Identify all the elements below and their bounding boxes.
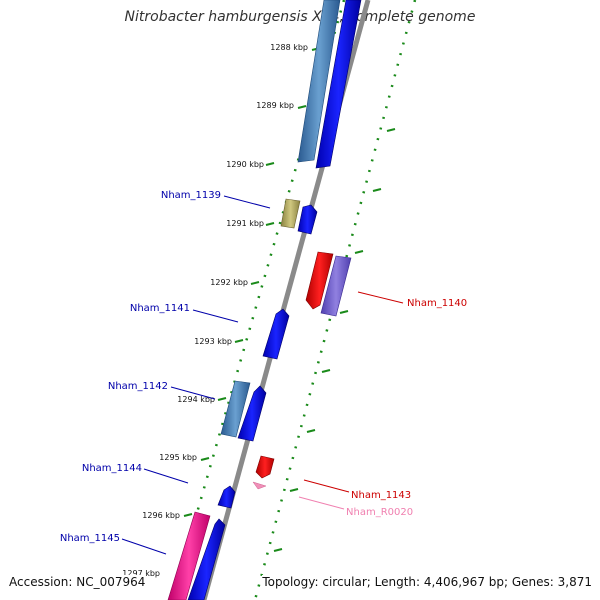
accession-text: Accession: NC_007964: [9, 575, 146, 589]
gene-label-nham-1144[interactable]: Nham_1144: [82, 463, 142, 474]
tick-mark: [306, 429, 316, 433]
gene-label-nham-1143[interactable]: Nham_1143: [351, 490, 411, 501]
leader-line: [357, 291, 404, 304]
feature-cds-forward[interactable]: [217, 485, 236, 509]
gene-label-nham-1140[interactable]: Nham_1140: [407, 298, 467, 309]
leader-line: [143, 468, 189, 484]
feature-cds-forward[interactable]: [297, 204, 318, 235]
leader-line: [170, 386, 216, 400]
ruler-ticks: 1288 kbp 1289 kbp 1290 kbp 1291 kbp 1292…: [122, 43, 396, 578]
tick-mark: [265, 162, 275, 166]
tick-mark: [250, 281, 260, 285]
map-title: Nitrobacter hamburgensis X14, complete g…: [124, 9, 476, 25]
feature-purple[interactable]: [320, 255, 352, 317]
tick-label: 1296 kbp: [142, 511, 180, 520]
gene-label-nham-1139[interactable]: Nham_1139: [161, 190, 221, 201]
gene-label-nham-1141[interactable]: Nham_1141: [130, 303, 190, 314]
feature-steelblue[interactable]: [220, 380, 251, 438]
tick-mark: [372, 188, 382, 192]
tick-label: 1295 kbp: [159, 453, 197, 462]
feature-rna[interactable]: [252, 481, 267, 490]
features: [167, 0, 362, 600]
outer-tick-track: [253, 0, 417, 600]
leader-line: [223, 195, 271, 209]
tick-mark: [354, 250, 364, 254]
tick-mark: [200, 457, 210, 461]
leader-line: [121, 538, 167, 555]
tick-mark: [234, 339, 244, 343]
feature-cds-forward[interactable]: [237, 385, 267, 442]
tick-mark: [339, 310, 349, 314]
tick-label: 1294 kbp: [177, 395, 215, 404]
tick-mark: [321, 369, 331, 373]
gene-label-nham-1145[interactable]: Nham_1145: [60, 533, 120, 544]
gene-label-nham-r0020[interactable]: Nham_R0020: [346, 507, 413, 518]
tick-label: 1291 kbp: [226, 219, 264, 228]
tick-mark: [289, 488, 299, 492]
tick-mark: [386, 128, 396, 132]
leader-line: [298, 496, 345, 510]
feature-magenta[interactable]: [167, 511, 211, 600]
tick-mark: [273, 548, 283, 552]
tick-label: 1293 kbp: [194, 337, 232, 346]
tick-mark: [183, 513, 193, 517]
tick-mark: [297, 105, 307, 109]
gene-label-nham-1142[interactable]: Nham_1142: [108, 381, 168, 392]
tick-label: 1290 kbp: [226, 160, 264, 169]
tick-label: 1288 kbp: [270, 43, 308, 52]
tick-label: 1289 kbp: [256, 101, 294, 110]
feature-cds-forward[interactable]: [187, 518, 226, 600]
tick-label: 1297 kbp: [122, 569, 160, 578]
feature-olive[interactable]: [280, 198, 301, 229]
tick-mark: [265, 222, 275, 226]
feature-cds-forward[interactable]: [262, 308, 290, 360]
tick-mark: [217, 397, 227, 401]
gene-labels: Nham_1139 Nham_1140 Nham_1141 Nham_1142 …: [60, 190, 467, 555]
leader-line: [303, 479, 350, 493]
leader-line: [192, 309, 239, 323]
feature-cds-reverse[interactable]: [305, 251, 334, 310]
genome-summary-text: Topology: circular; Length: 4,406,967 bp…: [262, 575, 592, 589]
feature-steelblue[interactable]: [297, 0, 341, 163]
feature-cds-forward[interactable]: [315, 0, 362, 169]
feature-cds-reverse[interactable]: [255, 455, 275, 479]
tick-label: 1292 kbp: [210, 278, 248, 287]
